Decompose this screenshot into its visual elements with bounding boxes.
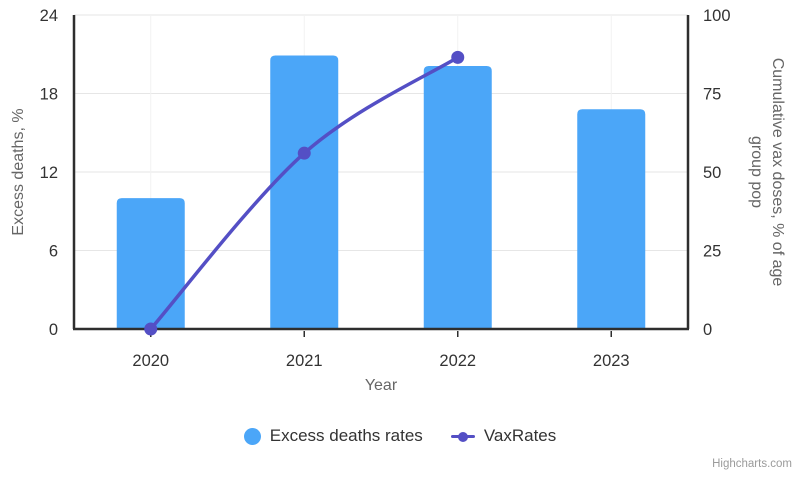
marker-2021[interactable] bbox=[297, 146, 311, 160]
marker-2020[interactable] bbox=[144, 322, 158, 336]
x-tick-label: 2022 bbox=[439, 352, 476, 370]
y-right-tick-label: 50 bbox=[703, 164, 721, 182]
y-right-tick-label: 0 bbox=[703, 321, 712, 339]
y-right-tick-label: 75 bbox=[703, 86, 721, 104]
x-tick-label: 2023 bbox=[593, 352, 630, 370]
y-axis-title-right: Cumulative vax doses, % of age group pop bbox=[748, 57, 786, 287]
bar-2021[interactable] bbox=[270, 55, 339, 329]
y-right-tick-label: 25 bbox=[703, 243, 721, 261]
y-left-tick-label: 0 bbox=[49, 321, 58, 339]
y-left-tick-label: 6 bbox=[49, 243, 58, 261]
x-axis-title: Year bbox=[364, 377, 398, 394]
bar-2020[interactable] bbox=[116, 198, 185, 329]
x-tick-label: 2020 bbox=[132, 352, 169, 370]
legend-marker-line-dot-icon bbox=[450, 431, 475, 442]
y-left-tick-label: 24 bbox=[40, 7, 58, 25]
y-axis-title-left: Excess deaths, % bbox=[10, 108, 27, 236]
y-left-tick-label: 18 bbox=[40, 86, 58, 104]
legend-item-excess-deaths[interactable]: Excess deaths rates bbox=[243, 426, 423, 446]
highcharts-credits-link[interactable]: Highcharts.com bbox=[712, 458, 792, 470]
legend-label-excess-deaths: Excess deaths rates bbox=[269, 426, 423, 445]
legend: Excess deaths rates VaxRates bbox=[0, 420, 800, 452]
legend-marker-circle-icon bbox=[243, 427, 261, 445]
legend-dot-icon bbox=[457, 431, 468, 442]
y-right-tick-label: 100 bbox=[703, 7, 731, 25]
legend-item-vaxrates[interactable]: VaxRates bbox=[450, 426, 557, 446]
bar-2023[interactable] bbox=[577, 109, 646, 329]
bar-2022[interactable] bbox=[423, 66, 492, 330]
y-left-tick-label: 12 bbox=[40, 164, 58, 182]
legend-label-vaxrates: VaxRates bbox=[483, 426, 557, 445]
marker-2022[interactable] bbox=[451, 50, 465, 64]
x-tick-label: 2021 bbox=[286, 352, 323, 370]
